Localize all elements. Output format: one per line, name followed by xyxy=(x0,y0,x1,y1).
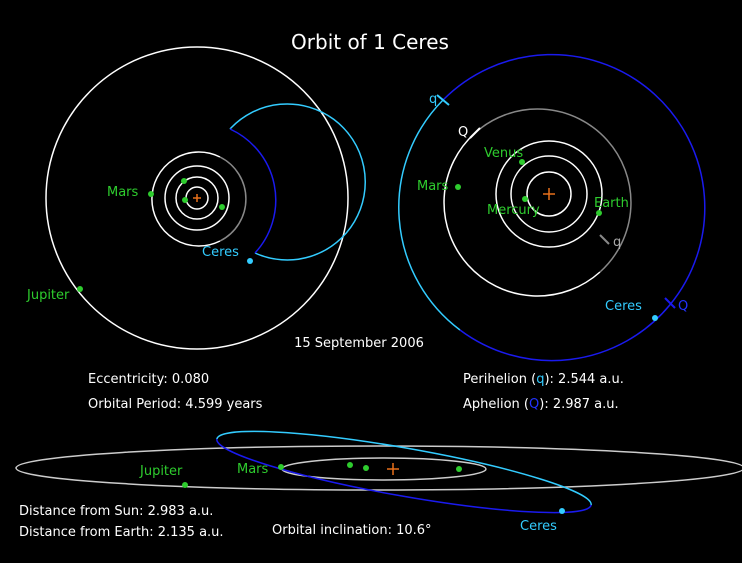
venus-orbit xyxy=(175,176,219,220)
sun xyxy=(387,463,399,475)
text: Perihelion ( xyxy=(463,372,536,387)
earth-orbit xyxy=(164,165,230,231)
label: Q xyxy=(458,125,468,140)
tick xyxy=(599,234,610,245)
tick xyxy=(436,94,450,106)
side-view: Jupiter Mars Ceres Distance from Sun: 2.… xyxy=(15,430,742,540)
text: ): 2.987 a.u. xyxy=(539,397,618,412)
aphelion: Aphelion (Q): 2.987 a.u. xyxy=(463,397,619,412)
ceres xyxy=(559,508,565,514)
label: Mercury xyxy=(487,203,540,218)
label: Earth xyxy=(594,196,629,211)
mars-orbit xyxy=(443,132,601,297)
perihelion: Perihelion (q): 2.544 a.u. xyxy=(463,372,624,387)
ceres-orbit-cyan xyxy=(216,430,592,506)
planet xyxy=(522,196,528,202)
distance-sun: Distance from Sun: 2.983 a.u. xyxy=(19,504,213,519)
label: Ceres xyxy=(202,245,239,260)
planet xyxy=(347,462,353,468)
label: Mars xyxy=(107,185,139,200)
symbol: Q xyxy=(529,397,539,412)
text: Aphelion ( xyxy=(463,397,529,412)
ceres xyxy=(652,315,658,321)
earth-orbit xyxy=(495,140,603,248)
ceres-orbit-blue xyxy=(216,438,592,514)
outer-view: Mars Ceres Jupiter xyxy=(26,46,366,350)
jupiter xyxy=(182,482,188,488)
label: Jupiter xyxy=(26,288,70,303)
planet xyxy=(519,159,525,165)
label: q xyxy=(613,235,621,250)
ceres-orbit-blue xyxy=(229,128,277,254)
ceres-orbit-cyan xyxy=(229,103,366,261)
planet xyxy=(219,204,225,210)
planet xyxy=(181,178,187,184)
label: Jupiter xyxy=(139,464,183,479)
mars-orbit-far xyxy=(219,156,247,242)
label: Mars xyxy=(417,179,449,194)
jupiter-orbit xyxy=(45,46,349,350)
ceres-orbit-blue xyxy=(442,53,706,362)
planet xyxy=(363,465,369,471)
eccentricity: Eccentricity: 0.080 xyxy=(88,372,209,387)
venus-orbit xyxy=(510,155,588,233)
period: Orbital Period: 4.599 years xyxy=(88,397,263,412)
mars-orbit xyxy=(281,457,487,481)
text: ): 2.544 a.u. xyxy=(544,372,623,387)
distance-earth: Distance from Earth: 2.135 a.u. xyxy=(19,525,224,540)
title: Orbit of 1 Ceres xyxy=(291,30,449,54)
symbol: q xyxy=(536,372,544,387)
planet xyxy=(596,210,602,216)
label: Ceres xyxy=(520,519,557,534)
label: q xyxy=(429,92,437,107)
tick xyxy=(469,127,481,139)
sun xyxy=(193,194,201,202)
label: Mars xyxy=(237,462,269,477)
planet xyxy=(148,191,154,197)
label: Venus xyxy=(484,146,523,161)
jupiter xyxy=(77,286,83,292)
planet xyxy=(455,184,461,190)
tick xyxy=(664,297,676,309)
planet xyxy=(456,466,462,472)
label: Ceres xyxy=(605,299,642,314)
ceres xyxy=(247,258,253,264)
planet xyxy=(182,197,188,203)
mars-orbit xyxy=(151,151,221,247)
mercury-orbit xyxy=(526,171,572,217)
jupiter-orbit xyxy=(15,445,742,491)
mars-orbit-far xyxy=(474,108,632,273)
inclination: Orbital inclination: 10.6° xyxy=(272,523,432,538)
inner-view: q Q Venus Mars Mercury Earth q Ceres Q xyxy=(398,53,706,362)
label: Q xyxy=(678,299,688,314)
ceres-orbit-cyan xyxy=(398,99,461,331)
date: 15 September 2006 xyxy=(294,336,424,351)
planet xyxy=(278,464,284,470)
sun xyxy=(543,188,555,200)
